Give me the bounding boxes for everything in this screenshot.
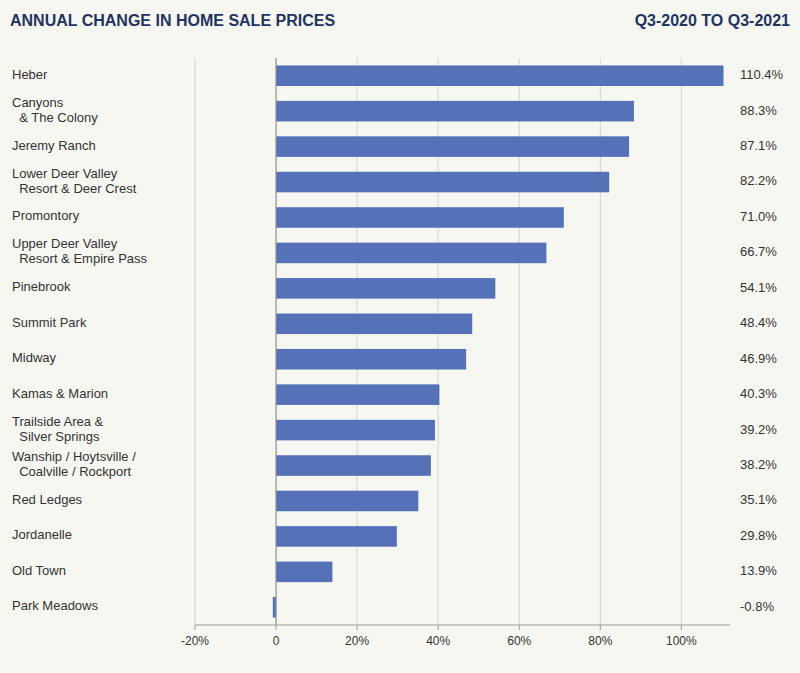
category-label: Promontory	[12, 209, 80, 224]
category-label: Canyons & The Colony	[12, 95, 98, 125]
category-label: Trailside Area & Silver Springs	[12, 414, 104, 444]
data-label: 40.3%	[740, 386, 777, 401]
category-label-line: Red Ledges	[12, 492, 83, 507]
tick-label: 0	[273, 634, 280, 648]
bar	[276, 526, 397, 547]
page: {"chart_data": { "type": "bar", "orienta…	[0, 0, 800, 673]
data-label: 87.1%	[740, 138, 777, 153]
bar	[276, 65, 723, 86]
category-label-line: Resort & Deer Crest	[12, 181, 137, 196]
category-label: Midway	[12, 351, 57, 366]
title: ANNUAL CHANGE IN HOME SALE PRICES	[10, 12, 335, 29]
tick-label: -20%	[181, 634, 209, 648]
data-label: 38.2%	[740, 457, 777, 472]
category-label-line: Kamas & Marion	[12, 386, 108, 401]
tick-mark	[195, 625, 196, 630]
category-label-line: Park Meadows	[12, 599, 98, 614]
category-label-line: Resort & Empire Pass	[12, 252, 148, 267]
bar	[276, 278, 495, 299]
data-label: 46.9%	[740, 351, 777, 366]
bar	[276, 314, 472, 335]
data-label: 29.8%	[740, 528, 777, 543]
bar	[276, 420, 435, 441]
tick-mark	[681, 625, 682, 630]
category-label-line: Lower Deer Valley	[12, 166, 118, 181]
bar	[276, 207, 564, 228]
category-label-line: Old Town	[12, 563, 66, 578]
category-label: Jeremy Ranch	[12, 138, 96, 153]
data-label: 71.0%	[740, 209, 777, 224]
grid-line	[195, 58, 196, 625]
data-label: 110.4%	[740, 67, 784, 82]
tick-label: 100%	[666, 634, 697, 648]
category-label-line: Promontory	[12, 209, 80, 224]
tick-mark	[276, 625, 277, 630]
grid-line	[681, 58, 682, 625]
bar	[276, 384, 439, 405]
data-label: 66.7%	[740, 244, 777, 259]
tick-label: 60%	[507, 634, 531, 648]
category-label-line: Pinebrook	[12, 280, 71, 295]
tick-mark	[519, 625, 520, 630]
grid	[195, 58, 681, 625]
category-label: Park Meadows	[12, 599, 98, 614]
category-label-line: Heber	[12, 67, 48, 82]
data-label: 39.2%	[740, 422, 777, 437]
bar	[276, 136, 629, 157]
category-label: Summit Park	[12, 315, 87, 330]
category-label: Heber	[12, 67, 48, 82]
bar	[276, 349, 466, 370]
tick-label: 20%	[345, 634, 369, 648]
data-label: 13.9%	[740, 563, 777, 578]
tick-mark	[357, 625, 358, 630]
grid-line	[276, 58, 277, 625]
bar	[276, 562, 332, 583]
data-label: 35.1%	[740, 492, 777, 507]
bar	[276, 455, 431, 476]
category-label-line: Trailside Area &	[12, 414, 104, 429]
axis-line	[195, 625, 730, 626]
tick-mark	[600, 625, 601, 630]
category-labels: Heber Canyons & The Colony Jeremy Ranch Low…	[12, 67, 148, 614]
tick-label: 80%	[588, 634, 612, 648]
data-labels: 110.4% 88.3% 87.1% 82.2% 71.0% 66.7% 54.1% 48.4…	[740, 67, 784, 614]
category-label: Jordanelle	[12, 528, 72, 543]
category-label-line: Jordanelle	[12, 528, 72, 543]
background	[0, 0, 800, 673]
subtitle: Q3-2020 TO Q3-2021	[635, 12, 790, 29]
category-label: Red Ledges	[12, 492, 83, 507]
category-label-line: Jeremy Ranch	[12, 138, 96, 153]
bar	[276, 491, 418, 512]
bar	[276, 172, 609, 193]
data-label: -0.8%	[740, 599, 774, 614]
data-label: 88.3%	[740, 103, 777, 118]
category-label: Kamas & Marion	[12, 386, 108, 401]
category-label-line: Summit Park	[12, 315, 87, 330]
category-label: Wanship / Hoytsville / Coalville / Rockp…	[12, 449, 136, 479]
category-label-line: Canyons	[12, 95, 64, 110]
tick-mark	[438, 625, 439, 630]
category-label: Old Town	[12, 563, 66, 578]
bar	[276, 243, 546, 264]
category-label-line: & The Colony	[12, 110, 98, 125]
category-label-line: Coalville / Rockport	[12, 464, 132, 479]
data-label: 82.2%	[740, 173, 777, 188]
data-label: 54.1%	[740, 280, 777, 295]
x-axis: -20% 0 20% 40% 60% 80% 100%	[181, 625, 730, 648]
category-label: Upper Deer Valley Resort & Empire Pass	[12, 237, 148, 267]
category-label: Lower Deer Valley Resort & Deer Crest	[12, 166, 137, 196]
zero-line	[276, 58, 277, 625]
category-label-line: Silver Springs	[12, 429, 100, 444]
bar	[276, 101, 634, 122]
data-label: 48.4%	[740, 315, 777, 330]
category-label-line: Wanship / Hoytsville /	[12, 449, 136, 464]
category-label-line: Upper Deer Valley	[12, 237, 118, 252]
category-label: Pinebrook	[12, 280, 71, 295]
tick-label: 40%	[426, 634, 450, 648]
category-label-line: Midway	[12, 351, 57, 366]
bars	[273, 65, 724, 617]
chart: ANNUAL CHANGE IN HOME SALE PRICES Q3-2020…	[0, 0, 800, 673]
